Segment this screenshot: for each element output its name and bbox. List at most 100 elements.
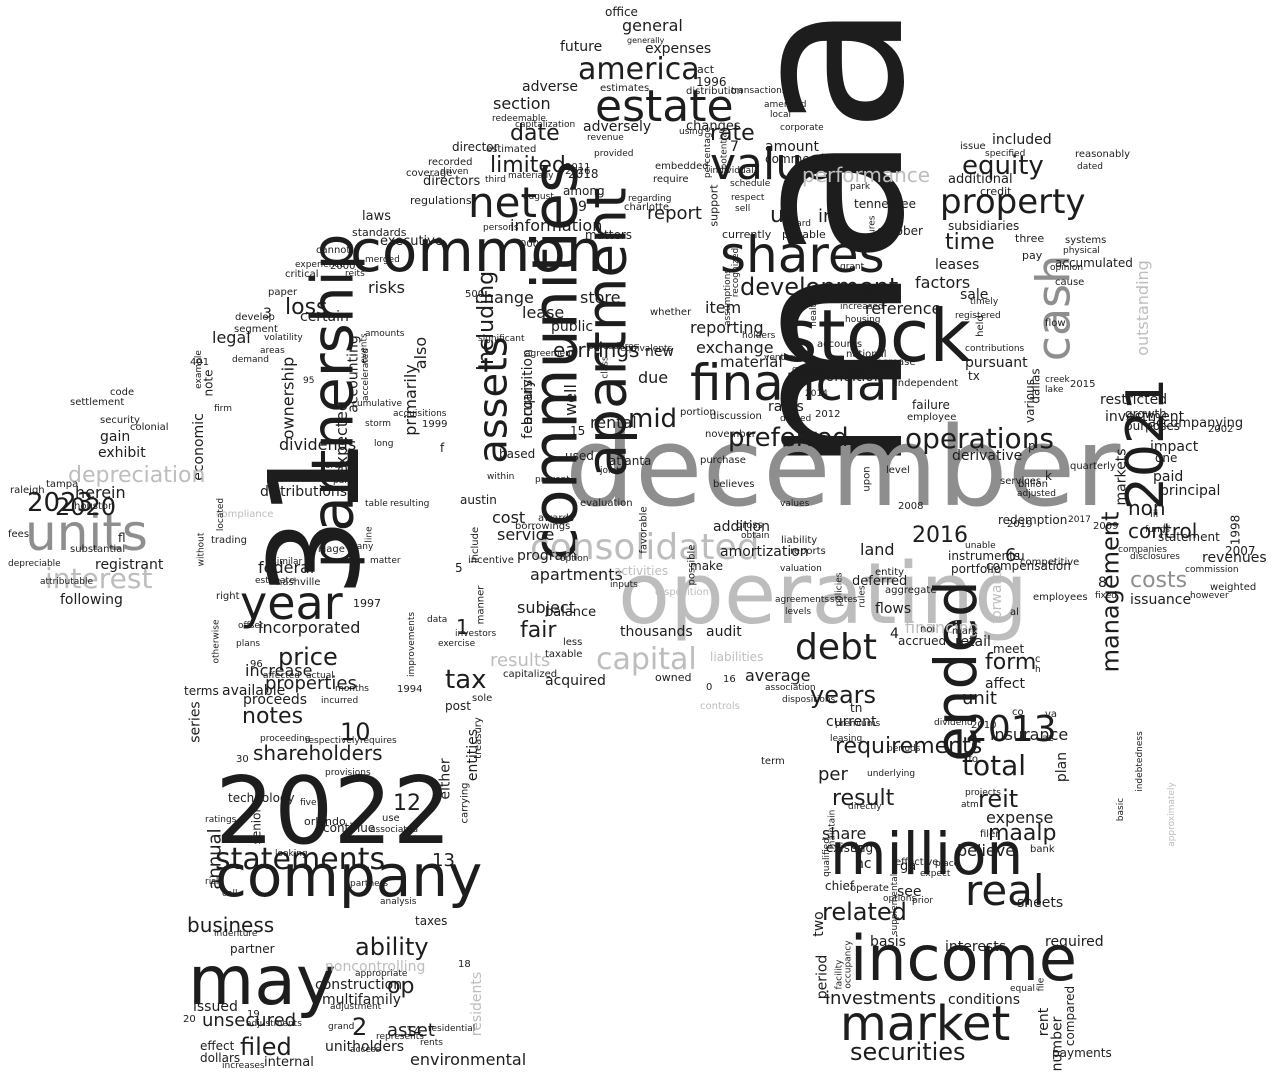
cloud-word: liabilities: [710, 650, 764, 664]
cloud-word: operating: [618, 545, 1029, 644]
cloud-word: form: [985, 650, 1037, 675]
cloud-word: standards: [352, 226, 407, 239]
cloud-word: months: [335, 684, 369, 694]
cloud-word: long: [374, 439, 394, 449]
cloud-word: tax: [445, 665, 487, 695]
cloud-word: value: [710, 139, 831, 190]
cloud-word: cannot: [316, 245, 351, 256]
cloud-word: favorable: [638, 506, 650, 554]
cloud-word: raleigh: [10, 485, 45, 496]
cloud-word: proceeds: [243, 692, 308, 708]
cloud-word: 1994: [397, 684, 423, 695]
cloud-word: stock: [780, 294, 972, 378]
cloud-word: 2019: [1007, 519, 1033, 530]
cloud-word: revenue: [587, 133, 624, 143]
cloud-word: existing: [826, 841, 874, 855]
cloud-word: association: [765, 683, 816, 693]
cloud-word: 18: [458, 959, 471, 970]
cloud-word: venture: [764, 353, 799, 363]
cloud-word: individual: [710, 166, 754, 176]
cloud-word: merged: [365, 255, 400, 265]
cloud-word: 2002: [1208, 424, 1234, 435]
cloud-word: disposition: [655, 587, 709, 598]
cloud-word: years: [810, 681, 877, 709]
cloud-word: quarterly: [1070, 461, 1116, 472]
cloud-word: leasing: [830, 734, 863, 744]
cloud-word: 12: [393, 791, 421, 816]
cloud-word: year: [240, 576, 343, 630]
cloud-word: real: [965, 866, 1045, 915]
cloud-word: areas: [260, 346, 285, 356]
cloud-word: acquired: [545, 673, 606, 689]
cloud-word: joint: [600, 466, 620, 476]
cloud-word: al: [1010, 607, 1019, 618]
cloud-word: reits: [345, 269, 365, 279]
cloud-word: change: [475, 288, 534, 307]
cloud-word: owned: [655, 671, 692, 684]
cloud-word: tampa: [46, 479, 79, 490]
cloud-word: technology: [228, 791, 295, 805]
cloud-word: 7: [730, 139, 739, 155]
cloud-word: see: [897, 884, 922, 900]
cloud-word: indebtedness: [1134, 731, 1145, 792]
cloud-word: driven: [440, 167, 469, 177]
cloud-word: operate: [850, 883, 889, 894]
cloud-word: significant: [478, 334, 525, 344]
cloud-word: mark: [952, 626, 978, 637]
cloud-word: file: [1036, 977, 1047, 992]
cloud-word: fixtures: [867, 215, 878, 250]
cloud-word: filed: [240, 1033, 292, 1061]
cloud-word: partners: [350, 879, 389, 889]
cloud-word: distribution: [686, 86, 743, 97]
cloud-word: herein: [75, 483, 126, 502]
cloud-word: inputs: [610, 580, 638, 590]
cloud-word: nashville: [276, 577, 321, 588]
cloud-word: 000: [520, 239, 540, 250]
cloud-word: equity: [962, 151, 1044, 181]
cloud-word: estimated: [486, 144, 537, 155]
cloud-word: jr: [1163, 523, 1170, 534]
cloud-word: employees: [1033, 592, 1088, 603]
cloud-word: amended: [764, 100, 807, 110]
cloud-word: agreement: [525, 349, 575, 359]
cloud-word: matters: [585, 228, 633, 242]
cloud-word: us: [770, 203, 796, 228]
cloud-word: holders: [742, 331, 776, 341]
cloud-word: used: [565, 449, 594, 463]
cloud-word: national: [846, 349, 887, 360]
cloud-word: pay: [1022, 249, 1043, 262]
cloud-word: requires: [360, 736, 397, 746]
cloud-word: purchase: [700, 455, 746, 466]
cloud-word: reasonably: [1075, 149, 1131, 160]
cloud-word: occupancy: [843, 940, 854, 989]
cloud-word: firm: [214, 404, 232, 414]
cloud-word: august: [523, 192, 554, 202]
cloud-word: village: [312, 544, 345, 555]
cloud-word: 2011: [565, 162, 591, 173]
cloud-word: risks: [368, 278, 405, 297]
cloud-word: required: [1045, 934, 1104, 950]
cloud-word: located: [216, 497, 227, 532]
cloud-word: issued: [193, 999, 238, 1015]
cloud-word: third: [485, 175, 506, 185]
cloud-word: states: [830, 595, 858, 605]
cloud-word: associated: [370, 825, 419, 835]
cloud-word: experience: [295, 260, 345, 270]
cloud-word: exercise: [438, 639, 476, 649]
cloud-word: leases: [935, 257, 980, 273]
cloud-word: 2013: [965, 709, 1057, 750]
cloud-word: revenues: [1202, 550, 1267, 566]
cloud-word: plan: [1054, 751, 1071, 783]
cloud-word: series: [187, 701, 204, 743]
cloud-word: unit: [962, 688, 997, 709]
cloud-word: tn: [850, 701, 863, 715]
cloud-word: fl: [118, 531, 126, 545]
cloud-word: regarding: [628, 194, 672, 204]
cloud-word: operations: [905, 422, 1055, 455]
cloud-word: offset: [238, 621, 264, 631]
cloud-word: adjustment: [330, 1002, 382, 1012]
cloud-word: reports: [790, 546, 826, 557]
cloud-word: 4: [890, 626, 899, 642]
cloud-word: five: [300, 798, 317, 808]
